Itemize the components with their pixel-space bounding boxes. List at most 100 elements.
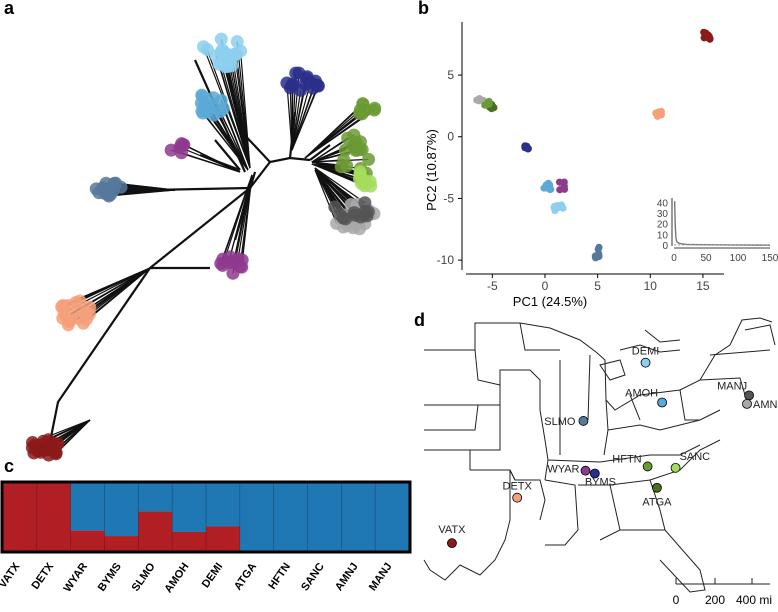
tree-tip-amoh [213, 104, 227, 118]
inset-x-tick-label: 100 [730, 253, 747, 264]
structure-bar-amnj-blue [341, 483, 376, 551]
inset-y-tick-label: 20 [657, 220, 669, 231]
pca-x-tick-label: 15 [696, 279, 710, 293]
map-label-byms: BYMS [585, 477, 616, 489]
structure-label-wyar: WYAR [62, 561, 91, 595]
structure-bar-amoh-red [172, 531, 207, 551]
structure-label-atga: ATGA [232, 561, 259, 593]
structure-label-hftn: HFTN [266, 561, 293, 592]
tree-backbone [46, 59, 331, 453]
tree-branch-amnj [314, 169, 338, 224]
scale-label-200: 200 [705, 593, 725, 607]
map-label-hftn: HFTN [612, 453, 641, 465]
structure-barplot: VATX DETX WYAR BYMS SLMO AMOH DEMI ATGA HFTN SANC… [0, 480, 412, 595]
tree-tip-sanc [353, 168, 367, 182]
map-label-amoh: AMOH [625, 387, 658, 399]
tree-tip-demi [229, 47, 243, 61]
tree-tip-manj [347, 206, 361, 220]
inset-x-tick-label: 150 [762, 253, 778, 264]
map-label-atga: ATGA [642, 497, 672, 509]
tree-tip-hftn [338, 143, 352, 157]
map-site-detx [512, 492, 523, 503]
tree-tip-demi [218, 46, 232, 60]
pca-point-wyar [556, 186, 564, 194]
structure-label-byms: BYMS [96, 561, 124, 594]
pca-y-tick-label: 5 [447, 68, 454, 82]
map-site-hftn [642, 461, 653, 472]
pca-x-tick-label: 10 [644, 279, 658, 293]
tree-tip-wyar [214, 257, 228, 271]
tree-branch-slmo [110, 189, 176, 196]
map-site-sanc [670, 462, 681, 473]
phylogenetic-tree [25, 32, 382, 462]
tree-tip-vatx [47, 438, 61, 452]
tree-branch-wyar [183, 144, 241, 173]
map-label-sanc: SANC [680, 451, 711, 463]
pca-x-tick-label: 0 [542, 279, 549, 293]
tree-tip-amoh [214, 93, 228, 107]
pca-point-amnj [475, 94, 484, 103]
tree-branch-demi [235, 54, 251, 169]
inset-y-tick-label: 10 [657, 230, 669, 241]
structure-label-detx: DETX [30, 560, 57, 591]
tree-tip-vatx [31, 444, 45, 458]
tree-branch-demi [215, 55, 251, 169]
map-site-amnj [742, 398, 752, 409]
tree-branch-byms [291, 82, 312, 151]
panel-label-b: b [418, 0, 429, 18]
pca-x-tick-label: 5 [594, 279, 601, 293]
tree-tip-vatx [42, 448, 56, 462]
pca-point-hftn [484, 98, 492, 107]
inset-background [652, 194, 778, 266]
scale-label-0: 0 [673, 593, 680, 607]
tree-tip-wyar [177, 138, 191, 152]
map-sites: DEMI MANJ AMNJ AMOH SLMO HFTN SANC WYAR BYMS ATGA… [438, 346, 778, 549]
tree-tip-byms [285, 77, 299, 91]
panel-label-a: a [4, 0, 15, 18]
map-label-slmo: SLMO [544, 416, 576, 428]
panel-label-c: c [4, 456, 15, 476]
tree-branch-byms [291, 85, 319, 151]
structure-bar-detx-red [36, 483, 71, 551]
map-site-wyar [580, 465, 591, 476]
inset-y-tick-label: 40 [657, 198, 669, 209]
map-label-wyar: WYAR [547, 464, 579, 476]
pca-point-demi [550, 202, 559, 210]
structure-bar-sanc-blue [307, 483, 342, 551]
pca-y-tick-label: -5 [443, 191, 454, 205]
tree-tip-manj [361, 205, 375, 219]
map-site-byms [589, 468, 600, 479]
map-label-manj: MANJ [717, 380, 747, 392]
tree-branch-manj [314, 167, 366, 204]
tree-tip-detx [71, 312, 85, 326]
structure-bar-hftn-blue [273, 483, 308, 551]
structure-label-slmo: SLMO [130, 560, 158, 593]
tree-branch-wyar [237, 174, 253, 259]
tree-tip-demi [214, 32, 228, 46]
pca-point-slmo [595, 243, 603, 251]
inset-y-tick-label: 30 [657, 209, 669, 220]
pca-x-axis-label: PC1 (24.5%) [513, 294, 587, 309]
pca-point-vatx [706, 34, 714, 43]
structure-frame [0, 480, 412, 554]
tree-branch-demi [231, 65, 251, 169]
pca-point-slmo [595, 252, 603, 261]
structure-label-vatx: VATX [0, 560, 23, 590]
structure-label-amoh: AMOH [162, 561, 191, 595]
map-scale-bar: 0 200 400 mi [673, 578, 772, 607]
structure-bar-amoh-blue [172, 483, 207, 532]
map-site-slmo [578, 416, 589, 426]
structure-bar-vatx-red [3, 483, 38, 551]
tree-branch-wyar [220, 174, 253, 264]
structure-label-manj: MANJ [367, 561, 395, 593]
map-site-demi [640, 357, 651, 368]
inset-x-tick-label: 50 [700, 253, 712, 264]
map-site-amoh [657, 397, 668, 408]
tree-branch-amoh [201, 110, 249, 171]
tree-tip-amoh [195, 88, 209, 102]
structure-label-demi: DEMI [200, 561, 226, 590]
